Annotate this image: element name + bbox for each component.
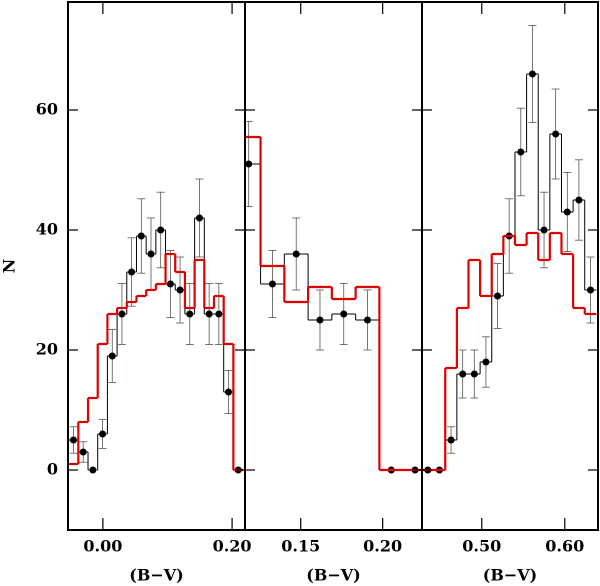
data-point — [292, 250, 300, 258]
data-point — [79, 448, 87, 456]
x-tick-label: 0.00 — [83, 537, 122, 556]
data-point — [147, 250, 155, 258]
data-point — [137, 232, 145, 240]
x-axis-label: (B−V) — [129, 566, 183, 585]
y-tick-label: 40 — [36, 220, 58, 239]
data-point — [340, 310, 348, 318]
data-point — [563, 208, 571, 216]
data-point — [99, 430, 107, 438]
data-point — [447, 436, 455, 444]
x-axis-label: (B−V) — [306, 566, 360, 585]
data-point — [268, 280, 276, 288]
data-point — [225, 388, 233, 396]
x-tick-label: 0.15 — [281, 537, 320, 556]
x-tick-label: 0.60 — [545, 537, 584, 556]
y-tick-label: 20 — [36, 340, 58, 359]
data-point — [552, 130, 560, 138]
x-tick-label: 0.20 — [363, 537, 402, 556]
data-point — [494, 292, 502, 300]
data-point — [316, 316, 324, 324]
data-point — [108, 352, 116, 360]
data-point — [176, 286, 184, 294]
data-point — [470, 370, 478, 378]
data-point — [245, 160, 253, 168]
y-tick-label: 0 — [47, 460, 58, 479]
data-point — [89, 466, 97, 474]
data-point — [575, 196, 583, 204]
panel — [422, 24, 597, 474]
data-point — [517, 148, 525, 156]
data-point — [215, 310, 223, 318]
panel — [245, 121, 422, 474]
panel — [68, 178, 244, 474]
x-tick-label: 0.20 — [213, 537, 252, 556]
panel-frame — [67, 1, 246, 531]
data-point — [166, 280, 174, 288]
data-point — [528, 70, 536, 78]
y-tick-label: 60 — [36, 100, 58, 119]
x-axis-label: (B−V) — [483, 566, 537, 585]
data-point — [205, 310, 213, 318]
y-axis-label: N — [0, 259, 19, 274]
data-point — [482, 358, 490, 366]
data-point — [128, 268, 136, 276]
data-point — [364, 316, 372, 324]
panel-frame — [421, 1, 599, 531]
data-point — [69, 436, 77, 444]
data-point — [186, 310, 194, 318]
data-point — [587, 286, 595, 294]
x-tick-label: 0.50 — [462, 537, 501, 556]
data-point — [540, 226, 548, 234]
data-point — [157, 226, 165, 234]
data-point — [459, 370, 467, 378]
data-point — [118, 310, 126, 318]
data-point — [195, 214, 203, 222]
